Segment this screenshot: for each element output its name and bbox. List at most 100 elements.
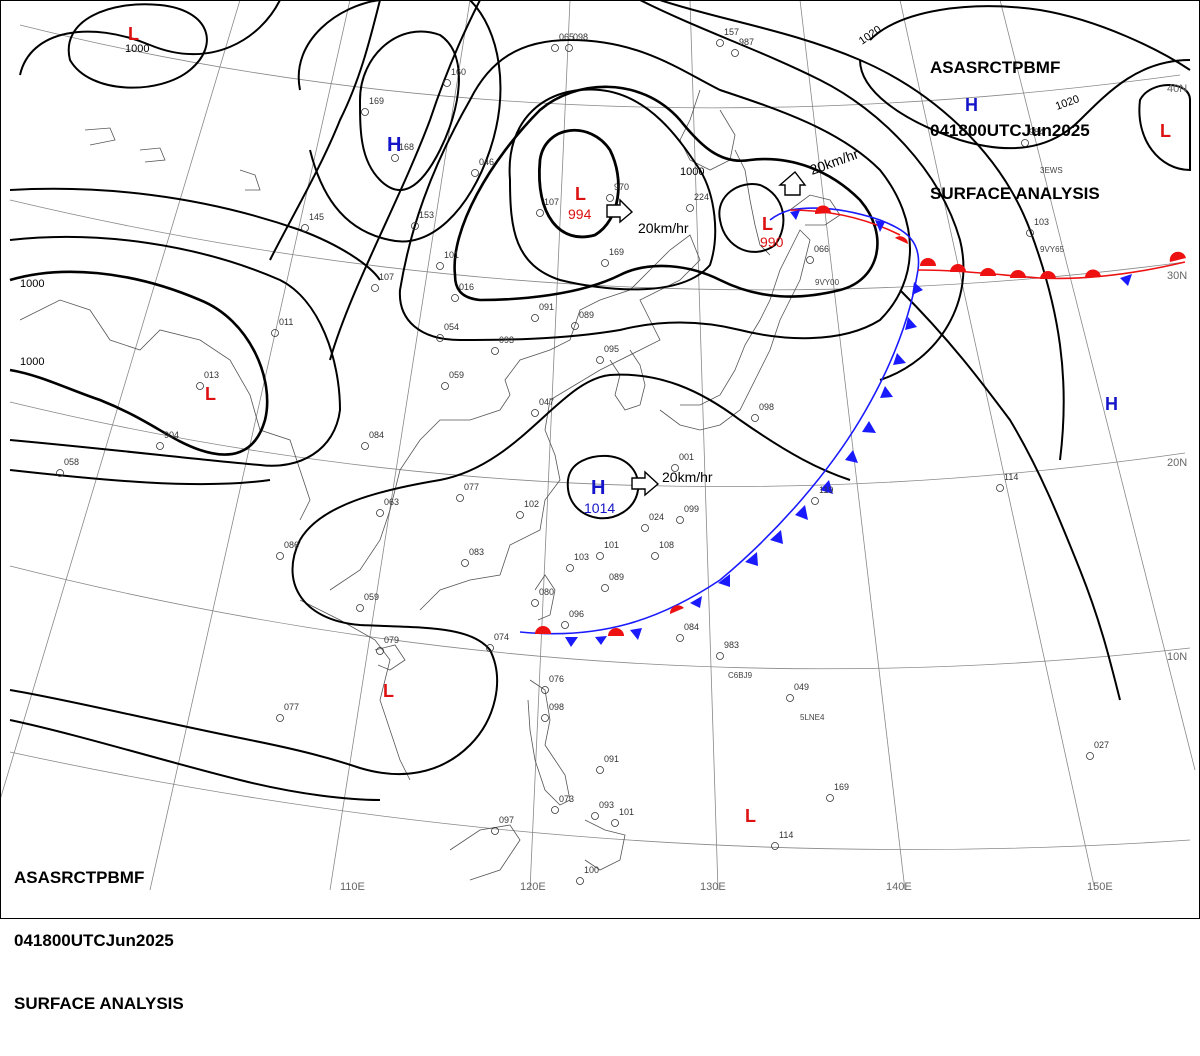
station-circle xyxy=(271,329,279,337)
header-office: BMF xyxy=(107,868,145,887)
station-circle xyxy=(651,552,659,560)
header-product: ASAS xyxy=(930,58,978,77)
ship-callsign: 5LNE4 xyxy=(800,713,825,722)
station-pressure: 119 xyxy=(819,485,833,495)
high-center: H xyxy=(591,477,605,499)
isobar-low-nw-inner xyxy=(67,3,208,89)
station-pressure: 983 xyxy=(724,640,739,650)
isobar-1008-south xyxy=(9,539,498,776)
station-pressure: 098 xyxy=(573,32,588,42)
station-circle xyxy=(601,259,609,267)
station-pressure: 160 xyxy=(451,67,466,77)
isobar-1008 xyxy=(329,0,965,381)
pressure-value: 1014 xyxy=(584,500,615,516)
lat-label: 40N xyxy=(1167,83,1187,95)
header-title: SURFACE ANALYSIS xyxy=(930,184,1100,203)
station-pressure: 101 xyxy=(619,807,634,817)
isobar-low-994-inner xyxy=(537,128,620,239)
station-circle xyxy=(571,322,579,330)
station-pressure: 089 xyxy=(609,572,624,582)
station-circle xyxy=(531,314,539,322)
station-pressure: 093 xyxy=(599,800,614,810)
high-center: H xyxy=(965,95,978,115)
header-year: 2025 xyxy=(1051,121,1090,140)
station-pressure: 987 xyxy=(739,37,754,47)
arrow-990 xyxy=(778,170,807,196)
low-center: L xyxy=(575,184,586,204)
station-circle xyxy=(676,516,684,524)
header-time: 041800UTC xyxy=(930,121,1022,140)
isobar-1012-south xyxy=(9,719,381,801)
station-pressure: 095 xyxy=(604,344,619,354)
station-circle xyxy=(596,552,604,560)
coast-kamchatka xyxy=(679,89,736,171)
surface-analysis-chart: 1000 1000 1000 1000 1020 1020 L H L 994 … xyxy=(0,0,1200,919)
station-pressure: 080 xyxy=(539,587,554,597)
ship-callsign: 3EWS xyxy=(1040,166,1063,175)
station-pressure: 114 xyxy=(779,830,793,840)
latitude-grid xyxy=(9,24,1191,850)
station-circle xyxy=(551,806,559,814)
station-pressure: 099 xyxy=(684,504,699,514)
low-center: L xyxy=(128,24,139,44)
station-pressure: 153 xyxy=(419,210,434,220)
station-circle xyxy=(606,194,614,202)
ship-callsign: 9VY00 xyxy=(815,278,840,287)
station-pressure: 096 xyxy=(569,609,584,619)
station-circle xyxy=(371,284,379,292)
station-circle xyxy=(565,44,573,52)
station-pressure: 083 xyxy=(469,547,484,557)
station-pressure: 093 xyxy=(499,335,514,345)
station-pressure: 024 xyxy=(649,512,664,522)
station-pressure: 091 xyxy=(539,302,554,312)
station-circle xyxy=(443,79,451,87)
station-circle xyxy=(361,442,369,450)
isobar-1004 xyxy=(398,38,911,342)
longitude-grid xyxy=(0,0,1196,891)
station-pressure: 059 xyxy=(449,370,464,380)
coast-central-asia xyxy=(19,299,311,521)
station-pressure: 168 xyxy=(399,142,414,152)
header-station: RCTP xyxy=(977,58,1024,77)
header-station: RCTP xyxy=(61,868,108,887)
low-center: L xyxy=(1160,121,1171,141)
motion-speed: 20km/hr xyxy=(662,469,713,485)
station-circle xyxy=(641,524,649,532)
low-center: L xyxy=(762,214,773,234)
station-pressure: 066 xyxy=(814,244,829,254)
station-pressure: 011 xyxy=(279,317,293,327)
station-pressure: 076 xyxy=(549,674,564,684)
station-pressure: 102 xyxy=(524,499,539,509)
station-circle xyxy=(686,204,694,212)
isobar-1014-ring xyxy=(566,454,640,520)
coastlines xyxy=(19,89,841,881)
station-circle xyxy=(716,652,724,660)
station-circle xyxy=(811,497,819,505)
header-month: Jun xyxy=(1021,121,1052,140)
station-pressure: 904 xyxy=(164,430,179,440)
station-pressure: 084 xyxy=(684,622,699,632)
station-pressure: 046 xyxy=(479,157,494,167)
station-circle xyxy=(196,382,204,390)
header-office: BMF xyxy=(1023,58,1061,77)
station-circle xyxy=(156,442,164,450)
station-pressure: 001 xyxy=(679,452,694,462)
station-pressure: 157 xyxy=(724,27,739,37)
lat-label: 20N xyxy=(1167,457,1187,469)
arrow-994 xyxy=(606,198,634,224)
station-circle xyxy=(751,414,759,422)
station-circle xyxy=(576,877,584,885)
station-pressure: 101 xyxy=(444,250,459,260)
lon-label: 130E xyxy=(700,881,726,893)
iso-label: 1000 xyxy=(680,166,704,178)
warm-front-semicircles xyxy=(535,205,1186,636)
station-circle xyxy=(771,842,779,850)
station-pressure: 107 xyxy=(379,272,394,282)
station-circle xyxy=(596,356,604,364)
station-pressure: 169 xyxy=(834,782,849,792)
station-circle xyxy=(516,511,524,519)
lon-label: 120E xyxy=(520,881,546,893)
station-pressure: 086 xyxy=(284,540,299,550)
station-pressure: 073 xyxy=(559,794,574,804)
header-month: Jun xyxy=(105,931,136,950)
